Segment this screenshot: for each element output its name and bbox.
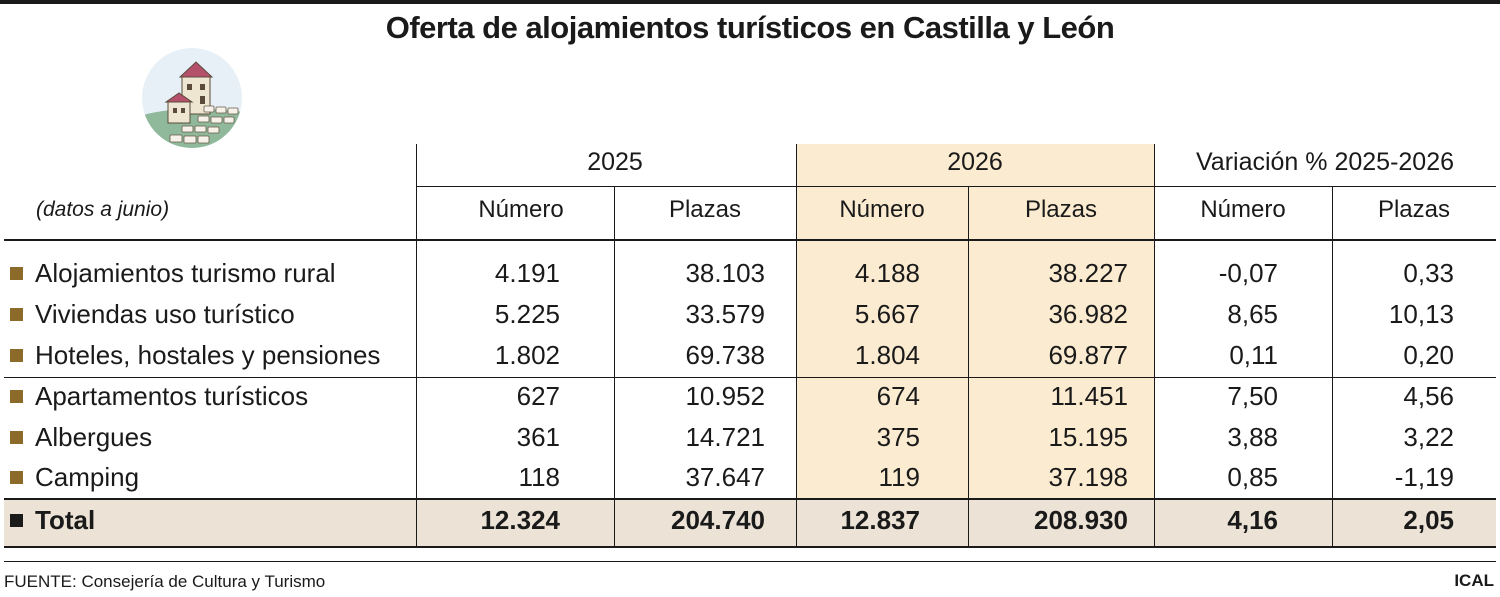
table-cell: 1.804 [854,340,920,370]
table-cell: 3,22 [1403,422,1454,452]
table-cell: 5.667 [854,299,920,329]
chart-title: Oferta de alojamientos turísticos en Cas… [385,10,1115,45]
table-cell: 1.802 [494,340,560,370]
total-cell: 4,16 [1227,505,1278,535]
table-cell: 119 [878,462,920,492]
divider-2025-mid [614,187,615,546]
header-variation: Variación % 2025-2026 [1195,148,1455,176]
row-label: Viviendas uso turístico [10,299,295,330]
header-year-2025: 2025 [587,148,643,176]
table-cell: 0,33 [1403,258,1454,288]
table-cell: 0,20 [1403,340,1454,370]
table-cell: -0,07 [1218,258,1278,288]
row-label: Apartamentos turísticos [10,381,308,412]
table-cell: 7,50 [1227,381,1278,411]
row-bullet [10,471,23,484]
table-cell: 4.188 [854,258,920,288]
table-cell: 8,65 [1227,299,1278,329]
subheader-2025-numero: Número [478,196,564,223]
total-cell: 12.837 [840,505,920,535]
year-2026-highlight [797,144,1154,547]
subheader-2026-plazas: Plazas [1024,196,1098,223]
village-house-icon [142,48,242,148]
divider-2025-left [416,144,417,546]
total-cell: 2,05 [1403,505,1454,535]
divider-2026-left [796,144,797,546]
divider-variation-mid [1332,187,1333,546]
table-cell: 37.647 [685,462,765,492]
table-cell: 15.195 [1048,422,1128,452]
table-cell: 4.191 [494,258,560,288]
total-cell: 204.740 [671,505,765,535]
subheader-2026-numero: Número [839,196,925,223]
table-cell: 37.198 [1048,462,1128,492]
row-label: Alojamientos turismo rural [10,258,336,289]
divider-2026-mid [968,187,969,546]
table-cell: 0,85 [1227,462,1278,492]
divider-variation-left [1154,144,1155,546]
total-bottom-rule [4,546,1496,548]
total-bullet [10,514,23,527]
table-cell: 10.952 [685,381,765,411]
row-bullet [10,390,23,403]
table-cell: 10,13 [1388,299,1454,329]
total-cell: 12.324 [480,505,560,535]
table-cell: 14.721 [685,422,765,452]
data-note: (datos a junio) [36,198,170,221]
table-cell: 36.982 [1048,299,1128,329]
row-bullet [10,431,23,444]
table-cell: 69.738 [685,340,765,370]
subheader-variation-plazas: Plazas [1377,196,1451,223]
row-label: Hoteles, hostales y pensiones [10,340,380,371]
table-cell: 33.579 [685,299,765,329]
table-cell: 361 [516,422,560,452]
row-label: Camping [10,462,139,493]
table-cell: 5.225 [494,299,560,329]
table-cell: 38.227 [1048,258,1128,288]
subheader-variation-numero: Número [1200,196,1286,223]
total-top-rule [4,498,1496,500]
table-cell: 0,11 [1229,340,1278,370]
row-bullet [10,308,23,321]
source-note: FUENTE: Consejería de Cultura y Turismo [4,572,326,591]
table-cell: 4,56 [1403,381,1454,411]
table-cell: 69.877 [1048,340,1128,370]
total-row-highlight [4,500,1496,546]
footer-rule [4,561,1496,562]
row-bullet [10,267,23,280]
table-cell: 38.103 [685,258,765,288]
table-cell: 375 [876,422,920,452]
table-cell: 627 [516,381,560,411]
group-divider [4,377,1496,378]
row-bullet [10,349,23,362]
subheader-2025-plazas: Plazas [668,196,742,223]
table-cell: 11.451 [1050,381,1128,411]
credit-label: ICAL [1454,571,1494,590]
header-divider [416,186,1496,187]
table-cell: -1,19 [1394,462,1454,492]
table-cell: 118 [518,462,560,492]
row-label: Albergues [10,422,152,453]
header-bottom-rule [4,239,1496,241]
total-label: Total [10,505,95,536]
table-cell: 674 [876,381,920,411]
table-cell: 3,88 [1227,422,1278,452]
total-cell: 208.930 [1034,505,1128,535]
header-year-2026: 2026 [947,148,1003,176]
top-rule [0,0,1500,4]
